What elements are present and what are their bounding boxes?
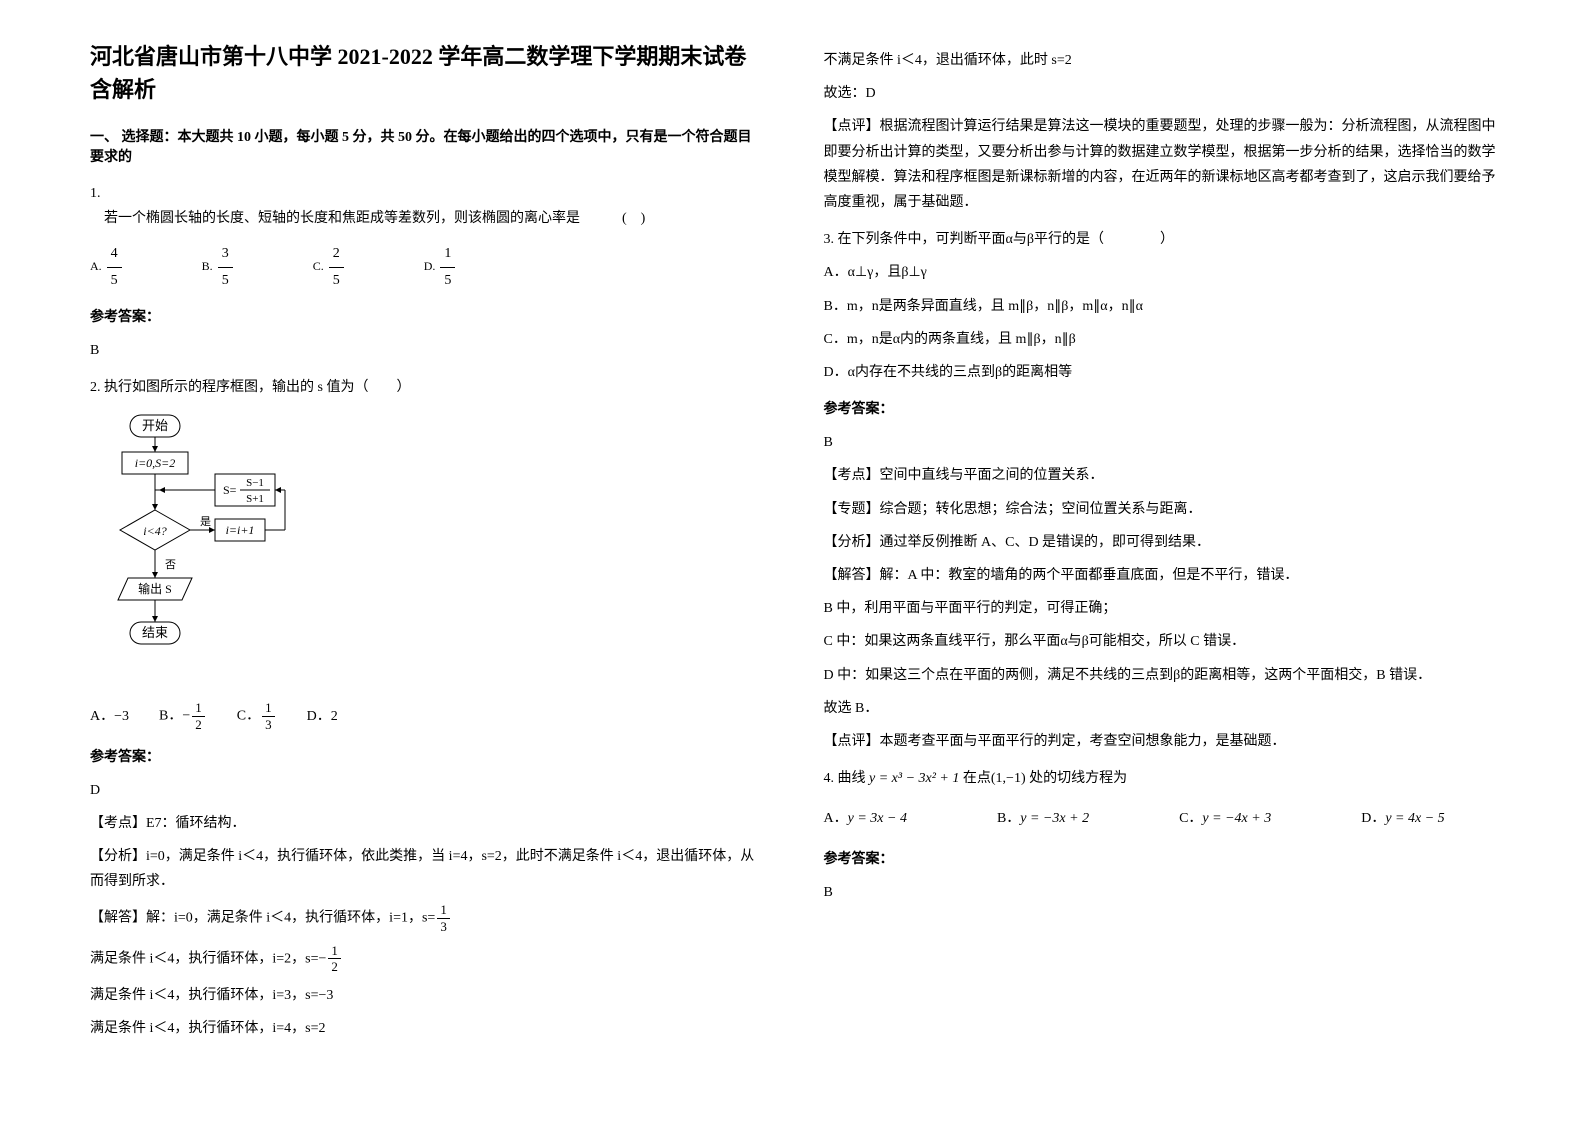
q4-option-c: C．y = −4x + 3 (1179, 806, 1271, 831)
q2-jieda6: 故选：D (824, 81, 1498, 106)
q3-text: 在下列条件中，可判断平面α与β平行的是（ ） (838, 232, 1174, 247)
svg-text:开始: 开始 (142, 418, 168, 433)
svg-text:S=: S= (223, 483, 237, 497)
q2-option-d: D．2 (307, 704, 338, 729)
q2-option-b: B．−12 (159, 700, 207, 732)
question-4: 4. 曲线 y = x³ − 3x² + 1 在点(1,−1) 处的切线方程为 … (824, 766, 1498, 905)
q1-options: A. 45 B. 35 C. 25 D. 15 (90, 241, 764, 292)
q2-jieda3: 满足条件 i＜4，执行循环体，i=3，s=−3 (90, 983, 764, 1008)
q3-jieda-a: 【解答】解：A 中：教室的墙角的两个平面都垂直底面，但是不平行，错误． (824, 563, 1498, 588)
q1-number: 1. (90, 186, 101, 201)
q2-fenxi: 【分析】i=0，满足条件 i＜4，执行循环体，依此类推，当 i=4，s=2，此时… (90, 844, 764, 894)
q2-jieda1: 【解答】解：i=0，满足条件 i＜4，执行循环体，i=1，s=13 (90, 902, 764, 934)
q2-answer: D (90, 778, 764, 803)
q4-options: A．y = 3x − 4 B．y = −3x + 2 C．y = −4x + 3… (824, 806, 1498, 831)
page-title: 河北省唐山市第十八中学 2021-2022 学年高二数学理下学期期末试卷含解析 (90, 40, 764, 106)
question-1: 1. 若一个椭圆长轴的长度、短轴的长度和焦距成等差数列，则该椭圆的离心率是 ( … (90, 181, 764, 363)
q3-option-d: D．α内存在不共线的三点到β的距离相等 (824, 360, 1498, 385)
q2-answer-label: 参考答案： (90, 745, 764, 770)
q3-jieda-e: 故选 B． (824, 696, 1498, 721)
q3-option-a: A．α⊥γ，且β⊥γ (824, 260, 1498, 285)
q4-option-b: B．y = −3x + 2 (997, 806, 1089, 831)
q3-number: 3. (824, 232, 835, 247)
question-2: 2. 执行如图所示的程序框图，输出的 s 值为（ ） 开始 i=0,S=2 (90, 375, 764, 1041)
q4-answer-label: 参考答案： (824, 847, 1498, 872)
question-3: 3. 在下列条件中，可判断平面α与β平行的是（ ） A．α⊥γ，且β⊥γ B．m… (824, 227, 1498, 754)
q4-eq: y = x³ − 3x² + 1 (869, 771, 959, 786)
svg-text:是: 是 (200, 515, 211, 528)
q2-options: A．−3 B．−12 C．13 D．2 (90, 700, 764, 732)
q4-text-post: 处的切线方程为 (1026, 771, 1128, 786)
q2-option-c: C．13 (237, 700, 277, 732)
q2-number: 2. (90, 380, 101, 395)
q1-option-d: D. 15 (424, 241, 456, 292)
q4-answer: B (824, 880, 1498, 905)
q3-zhuanti: 【专题】综合题；转化思想；综合法；空间位置关系与距离． (824, 497, 1498, 522)
svg-text:i<4?: i<4? (143, 524, 166, 538)
q2-option-a: A．−3 (90, 704, 129, 729)
q1-option-a: A. 45 (90, 241, 122, 292)
section-1-title: 一、 选择题：本大题共 10 小题，每小题 5 分，共 50 分。在每小题给出的… (90, 126, 764, 166)
svg-text:否: 否 (165, 559, 176, 571)
q3-option-b: B．m，n是两条异面直线，且 m∥β，n∥β，m∥α，n∥α (824, 294, 1498, 319)
q2-text: 执行如图所示的程序框图，输出的 s 值为（ ） (104, 380, 410, 395)
q1-answer: B (90, 338, 764, 363)
q1-option-c: C. 25 (313, 241, 344, 292)
q2-jieda5: 不满足条件 i＜4，退出循环体，此时 s=2 (824, 48, 1498, 73)
q1-option-b: B. 35 (202, 241, 233, 292)
q4-pt: (1,−1) (991, 771, 1026, 786)
q4-text-mid: 在点 (959, 771, 991, 786)
svg-text:i=i+1: i=i+1 (226, 523, 255, 537)
q3-jieda-b: B 中，利用平面与平面平行的判定，可得正确； (824, 596, 1498, 621)
q4-option-d: D．y = 4x − 5 (1361, 806, 1444, 831)
q1-text: 若一个椭圆长轴的长度、短轴的长度和焦距成等差数列，则该椭圆的离心率是 ( ) (90, 206, 764, 231)
svg-text:输出 S: 输出 S (138, 581, 172, 596)
q2-dianping: 【点评】根据流程图计算运行结果是算法这一模块的重要题型，处理的步骤一般为：分析流… (824, 114, 1498, 215)
q2-jieda4: 满足条件 i＜4，执行循环体，i=4，s=2 (90, 1016, 764, 1041)
q3-answer-label: 参考答案： (824, 397, 1498, 422)
svg-text:S−1: S−1 (246, 477, 264, 489)
q3-answer: B (824, 430, 1498, 455)
q1-answer-label: 参考答案： (90, 305, 764, 330)
q3-jieda-d: D 中：如果这三个点在平面的两侧，满足不共线的三点到β的距离相等，这两个平面相交… (824, 663, 1498, 688)
left-column: 河北省唐山市第十八中学 2021-2022 学年高二数学理下学期期末试卷含解析 … (90, 40, 764, 1053)
right-column: 不满足条件 i＜4，退出循环体，此时 s=2 故选：D 【点评】根据流程图计算运… (824, 40, 1498, 1053)
q3-option-c: C．m，n是α内的两条直线，且 m∥β，n∥β (824, 327, 1498, 352)
q4-number: 4. (824, 771, 835, 786)
q3-kaodian: 【考点】空间中直线与平面之间的位置关系． (824, 463, 1498, 488)
q3-dianping: 【点评】本题考查平面与平面平行的判定，考查空间想象能力，是基础题． (824, 729, 1498, 754)
q2-jieda2: 满足条件 i＜4，执行循环体，i=2，s=−12 (90, 943, 764, 975)
q4-text-pre: 曲线 (838, 771, 870, 786)
q2-flowchart: 开始 i=0,S=2 S= S−1 S+1 (110, 410, 764, 690)
flowchart-svg: 开始 i=0,S=2 S= S−1 S+1 (110, 410, 330, 690)
q2-kaodian: 【考点】E7：循环结构． (90, 811, 764, 836)
svg-text:S+1: S+1 (246, 493, 264, 505)
svg-text:i=0,S=2: i=0,S=2 (135, 456, 176, 470)
q3-fenxi: 【分析】通过举反例推断 A、C、D 是错误的，即可得到结果． (824, 530, 1498, 555)
svg-text:结束: 结束 (142, 625, 168, 640)
q3-jieda-c: C 中：如果这两条直线平行，那么平面α与β可能相交，所以 C 错误． (824, 629, 1498, 654)
q4-option-a: A．y = 3x − 4 (824, 806, 907, 831)
